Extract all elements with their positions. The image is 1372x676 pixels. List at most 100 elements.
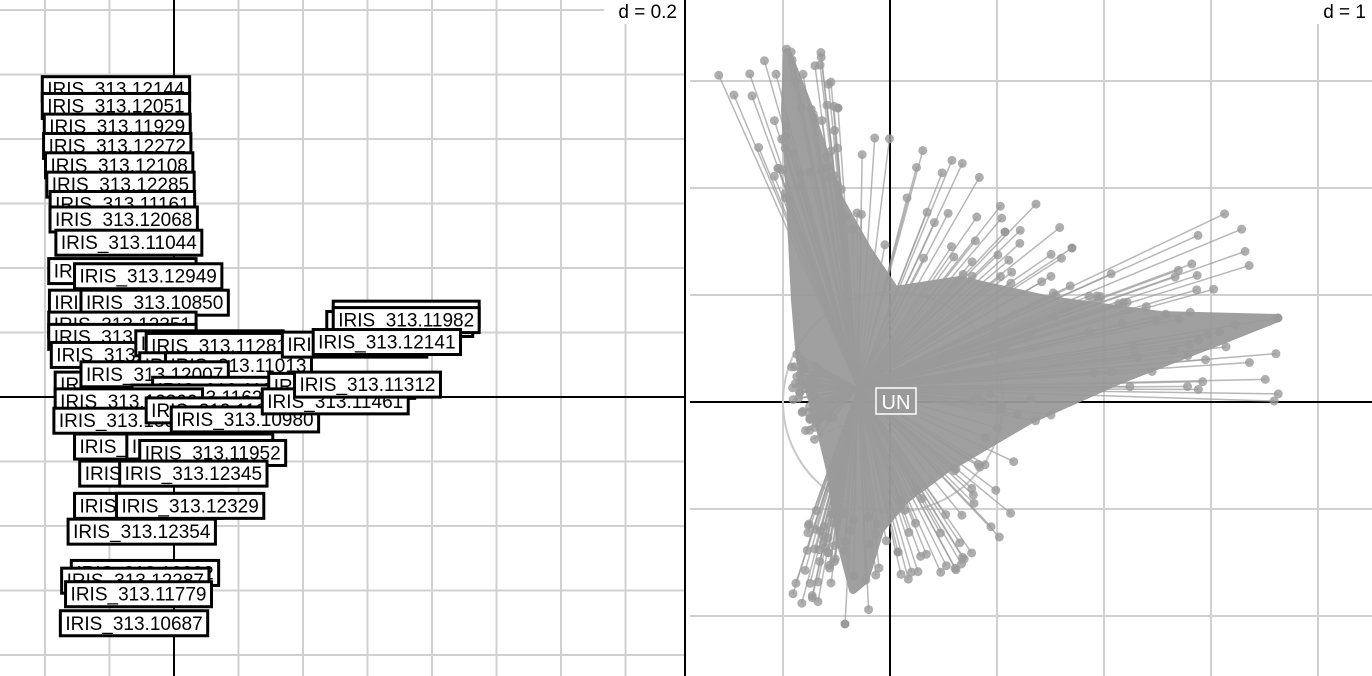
point-spoke [804,387,859,571]
outlier-point [1000,227,1010,237]
point-spoke [857,387,913,573]
point-label-text: IRIS_313.11779 [71,585,207,606]
point-spoke [857,387,963,565]
data-point [994,532,1004,542]
data-point [972,212,982,222]
data-point [1244,358,1254,368]
data-point [1221,342,1231,352]
data-point [1185,307,1195,317]
point-spoke [844,387,859,625]
data-point [913,567,923,577]
point-label-text: IRIS_313.12345 [125,464,262,485]
data-point [1051,291,1061,301]
left-scale-box: d = 0.2 [604,0,684,24]
point-spoke [857,387,880,569]
data-point [759,56,769,66]
data-point [800,565,810,575]
point-label-box [58,609,210,638]
data-point [1244,261,1254,271]
data-point [941,509,951,519]
point-spoke [857,387,888,541]
data-point [936,567,946,577]
data-point [1065,281,1075,291]
point-label-box [311,328,463,357]
point-spoke [857,137,876,389]
point-label: IRIS_313.12141 [311,328,463,357]
point-label-text: IRIS_313.12329 [121,496,258,517]
point-label-text: IRIS_313.11312 [300,375,436,396]
data-point [714,70,724,80]
point-spoke [837,107,859,389]
data-point [808,109,818,119]
point-label: IRIS_313.11044 [54,228,204,257]
data-point [826,578,836,588]
data-point [792,372,802,382]
data-point [823,533,833,543]
point-spoke [857,213,949,389]
point-spoke [857,163,964,389]
point-label-box [293,370,442,399]
data-point [1046,410,1056,420]
data-point [1168,346,1178,356]
point-spoke [857,294,1057,389]
point-label-box [64,580,213,609]
data-point [819,521,829,531]
panel-gap [686,0,690,676]
point-spoke [800,107,859,389]
data-point [1024,331,1034,341]
data-point [729,90,739,100]
point-spoke [823,387,859,527]
data-point [777,134,787,144]
data-point [980,460,990,470]
data-point [788,395,798,405]
data-point [956,559,966,569]
data-point [1174,314,1184,324]
point-spoke [857,387,957,571]
data-point [874,563,884,573]
data-point [1269,396,1279,406]
data-point [1271,349,1281,359]
point-spoke [857,349,1173,389]
data-point [839,545,849,555]
data-point [967,483,977,493]
point-spoke [852,387,859,576]
data-point [996,400,1006,410]
data-point [993,250,1003,260]
data-point [817,400,827,410]
point-label: IRIS_313.12949 [73,262,224,291]
point-label-text: IRIS_313.11044 [61,233,197,254]
point-label: IRIS_313.11779 [64,580,213,609]
data-point [1006,508,1016,518]
point-spoke [857,387,928,555]
right-scale-box: d = 1 [1306,0,1372,24]
point-spoke [794,366,859,389]
point-spoke [857,150,924,389]
point-spoke [857,387,1275,402]
data-point [788,589,798,599]
data-point [1237,224,1247,234]
data-point [1015,238,1025,248]
data-point [790,362,800,372]
data-point [1220,209,1230,219]
outlier-point [893,547,903,557]
data-point [974,172,984,182]
data-point [996,272,1006,282]
point-spoke [773,176,859,389]
data-point [1031,199,1041,209]
data-point [805,167,815,177]
data-point [810,434,820,444]
point-spoke [796,375,859,389]
data-point [980,433,990,443]
point-spoke [857,205,1001,389]
data-point [745,69,755,79]
point-spoke [832,387,859,515]
point-spoke [857,335,1030,389]
point-label-text: IRIS_313.10687 [65,614,202,635]
point-spoke [857,228,1242,389]
point-spoke [857,244,886,389]
point-spoke [857,216,978,389]
data-point [816,52,826,62]
point-spoke [857,387,965,560]
data-point [861,575,871,585]
data-point [995,201,1005,211]
